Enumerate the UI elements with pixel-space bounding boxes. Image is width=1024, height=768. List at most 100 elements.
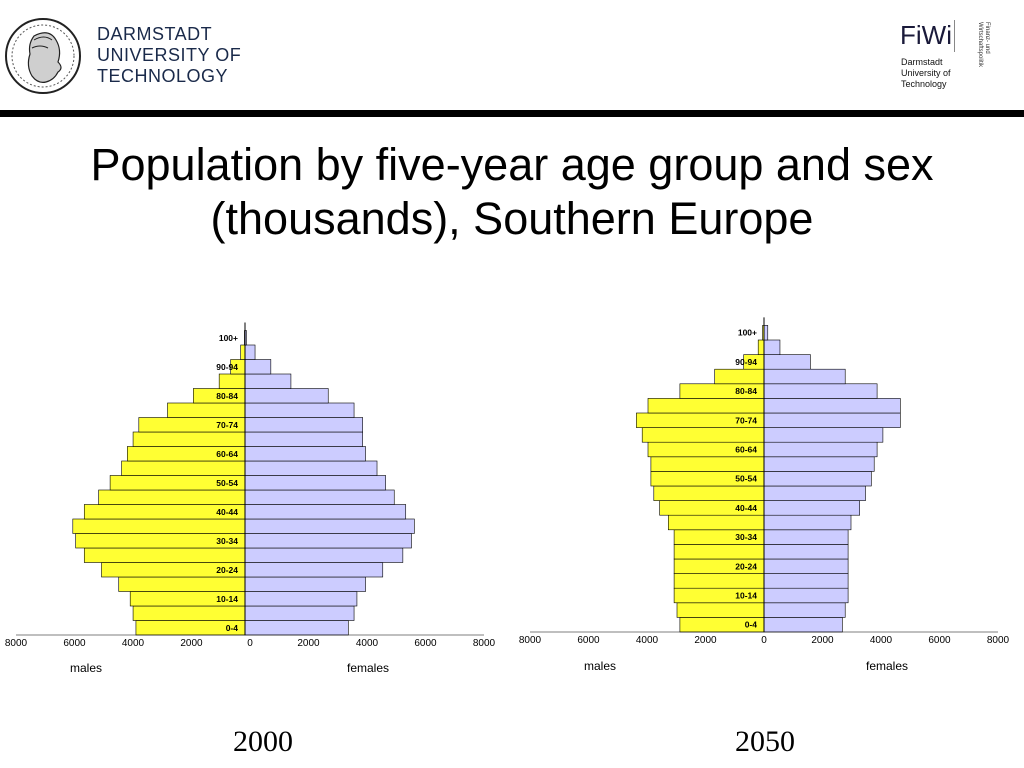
male-bar-45-49 xyxy=(653,485,765,501)
age-label-90-94: 90-94 xyxy=(735,357,757,367)
female-bar-30-34 xyxy=(244,533,412,549)
female-bar-95-99 xyxy=(244,344,256,360)
x-tick-label: 2000 xyxy=(694,635,717,646)
male-bar-45-49 xyxy=(98,489,246,505)
university-line-2: UNIVERSITY OF xyxy=(97,45,242,65)
age-label-100+: 100+ xyxy=(219,333,238,343)
female-bar-35-39 xyxy=(244,518,415,534)
female-bar-85-89 xyxy=(244,373,292,389)
male-bar-35-39 xyxy=(667,514,765,531)
age-label-50-54: 50-54 xyxy=(735,474,757,484)
female-bar-80-84 xyxy=(244,388,329,404)
fiwi-divider xyxy=(954,20,955,52)
fiwi-sub-line-3: Technology xyxy=(901,79,947,89)
female-bar-15-19 xyxy=(244,576,366,592)
male-bar-85-89 xyxy=(714,368,765,385)
fiwi-subtitle: Darmstadt University of Technology xyxy=(901,57,951,90)
female-bar-50-54 xyxy=(763,471,872,487)
university-line-1: DARMSTADT xyxy=(97,24,213,44)
x-tick-label: 6000 xyxy=(63,638,86,649)
male-bar-95-99 xyxy=(757,339,765,355)
female-bar-25-29 xyxy=(244,547,404,563)
female-bar-75-79 xyxy=(244,402,355,418)
x-tick-label: 0 xyxy=(761,635,767,646)
male-bar-5-9 xyxy=(676,602,765,618)
male-bar-75-79 xyxy=(647,398,765,414)
age-label-40-44: 40-44 xyxy=(735,503,757,513)
male-bar-15-19 xyxy=(118,576,246,592)
x-tick-label: 0 xyxy=(247,638,253,649)
female-bar-45-49 xyxy=(244,489,395,505)
female-bar-60-64 xyxy=(763,441,878,458)
fiwi-vertical-text: Finanz- und Wirtschaftspolitik xyxy=(976,22,990,67)
x-tick-label: 6000 xyxy=(928,635,951,646)
age-label-60-64: 60-64 xyxy=(735,445,757,455)
x-tick-label: 4000 xyxy=(636,635,659,646)
age-label-0-4: 0-4 xyxy=(226,623,239,633)
male-bar-95-99 xyxy=(240,344,246,360)
header: DARMSTADT UNIVERSITY OF TECHNOLOGY FiWi … xyxy=(0,0,1024,110)
female-bar-20-24 xyxy=(763,558,849,574)
fiwi-title: FiWi xyxy=(900,20,952,50)
age-label-80-84: 80-84 xyxy=(216,391,238,401)
male-bar-25-29 xyxy=(673,544,765,560)
female-bar-95-99 xyxy=(763,339,781,355)
age-label-20-24: 20-24 xyxy=(735,561,757,571)
age-label-10-14: 10-14 xyxy=(735,591,757,601)
age-label-30-34: 30-34 xyxy=(735,532,757,542)
male-bar-75-79 xyxy=(167,402,246,418)
females-axis-label: females xyxy=(866,659,908,673)
male-bar-55-59 xyxy=(121,460,246,476)
age-label-70-74: 70-74 xyxy=(735,415,757,425)
x-tick-label: 8000 xyxy=(519,635,542,646)
female-bar-5-9 xyxy=(244,605,355,621)
age-label-0-4: 0-4 xyxy=(745,620,758,630)
x-tick-label: 6000 xyxy=(577,635,600,646)
x-tick-label: 8000 xyxy=(473,638,496,649)
female-bar-80-84 xyxy=(763,383,878,399)
fiwi-vertical-line-1: Finanz- und xyxy=(984,22,990,54)
female-bar-100+ xyxy=(763,325,769,341)
x-tick-label: 6000 xyxy=(414,638,437,649)
female-bar-25-29 xyxy=(763,544,849,560)
female-bar-20-24 xyxy=(244,562,384,578)
female-bar-65-69 xyxy=(763,427,884,443)
female-bar-45-49 xyxy=(763,485,866,501)
female-bar-40-44 xyxy=(763,500,860,516)
chart-caption-2050: 2050 xyxy=(735,725,795,758)
university-seal-logo xyxy=(5,18,81,94)
female-bar-10-14 xyxy=(763,587,849,604)
female-bar-75-79 xyxy=(763,398,901,414)
x-tick-label: 2000 xyxy=(180,638,203,649)
university-name: DARMSTADT UNIVERSITY OF TECHNOLOGY xyxy=(97,24,241,87)
male-bar-65-69 xyxy=(132,431,246,447)
slide-title-line-1: Population by five-year age group and se… xyxy=(90,139,934,190)
age-label-80-84: 80-84 xyxy=(735,386,757,396)
header-rule xyxy=(0,110,1024,117)
fiwi-vertical-line-2: Wirtschaftspolitik xyxy=(977,22,983,68)
age-label-100+: 100+ xyxy=(738,328,757,338)
female-bar-0-4 xyxy=(763,617,843,633)
males-axis-label: males xyxy=(70,661,102,675)
female-bar-65-69 xyxy=(244,431,363,447)
age-label-40-44: 40-44 xyxy=(216,507,238,517)
pyramid-2000: 0-4 10-14 20-24 30-34 40-44 50-54 60-64 70-74 80… xyxy=(5,322,496,675)
x-tick-label: 2000 xyxy=(811,635,834,646)
fiwi-sub-line-1: Darmstadt xyxy=(901,57,943,67)
female-bar-10-14 xyxy=(244,591,358,607)
female-bar-40-44 xyxy=(244,504,407,520)
female-bar-55-59 xyxy=(244,460,378,476)
female-bar-50-54 xyxy=(244,475,386,491)
male-bar-5-9 xyxy=(132,605,246,621)
female-bar-15-19 xyxy=(763,573,849,589)
x-tick-label: 2000 xyxy=(297,638,320,649)
female-bar-70-74 xyxy=(244,417,363,433)
female-bar-0-4 xyxy=(244,620,349,636)
age-label-70-74: 70-74 xyxy=(216,420,238,430)
slide-title: Population by five-year age group and se… xyxy=(0,138,1024,246)
fiwi-logo: FiWi Finanz- und Wirtschaftspolitik Darm… xyxy=(898,20,1008,100)
fiwi-sub-line-2: University of xyxy=(901,68,951,78)
x-tick-label: 4000 xyxy=(122,638,145,649)
slide-title-line-2: (thousands), Southern Europe xyxy=(210,193,814,244)
